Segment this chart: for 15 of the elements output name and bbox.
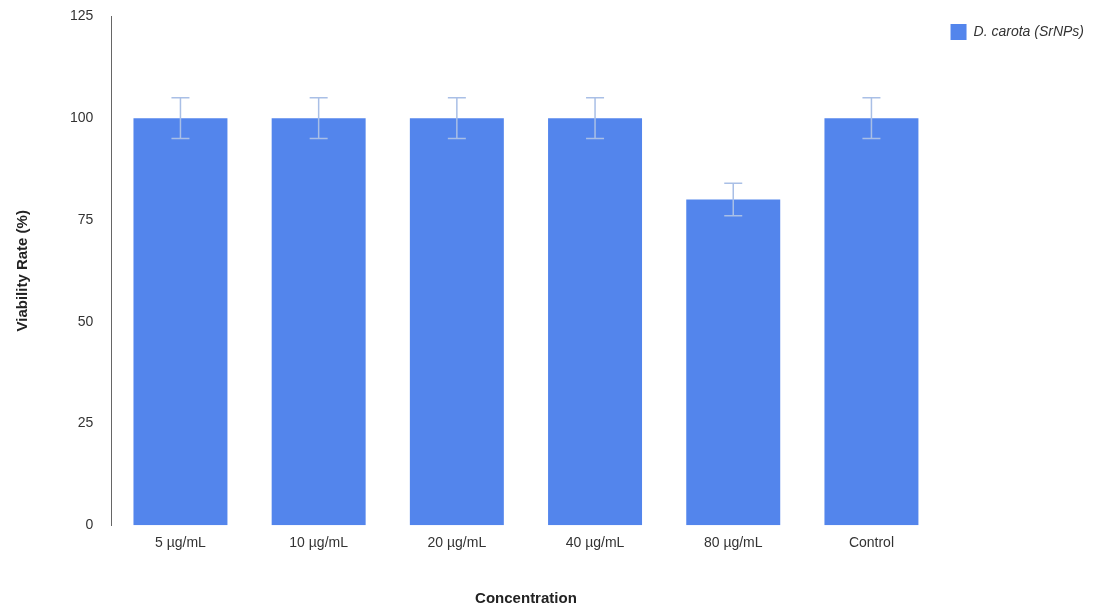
x-tick-label: 10 µg/mL [289,534,349,551]
x-tick-label: 40 µg/mL [565,534,625,551]
y-tick-label: 0 [85,516,94,533]
x-tick-label: 5 µg/mL [155,534,207,551]
y-tick-label: 125 [70,7,94,24]
y-tick-label: 50 [77,312,94,329]
x-axis-title: Concentration [475,589,577,607]
x-tick-label: 20 µg/mL [427,534,487,551]
y-axis-title: Viability Rate (%) [13,210,31,332]
x-tick-label: 80 µg/mL [703,534,763,551]
x-tick-label: Control [848,534,895,551]
legend-label: D. carota (SrNPs) [973,22,1085,39]
y-tick-label: 25 [77,414,94,431]
y-tick-label: 100 [70,109,94,126]
y-tick-label: 75 [77,210,94,227]
